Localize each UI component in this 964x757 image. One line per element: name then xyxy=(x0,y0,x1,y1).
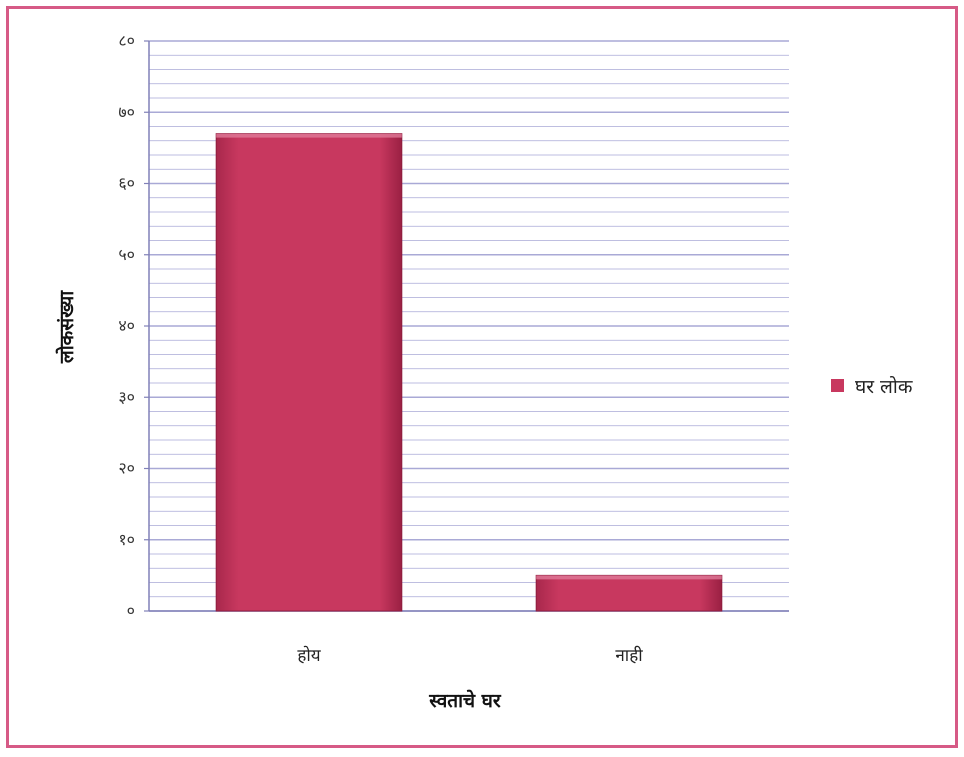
legend-label: घर लोक xyxy=(855,375,913,398)
bar-chart: ० १० २० ३० ४० ५० ६० ७० ८० होय नाही लोकसंख्या स्वता… xyxy=(55,31,913,712)
y-tick-label: ७० xyxy=(118,102,135,121)
y-tick-label: ८० xyxy=(118,31,135,50)
chart-frame: ० १० २० ३० ४० ५० ६० ७० ८० होय नाही लोकसंख्या स्वता… xyxy=(6,6,958,748)
bar xyxy=(535,574,723,612)
y-tick-label: ० xyxy=(127,601,135,620)
axis-labels: ० १० २० ३० ४० ५० ६० ७० ८० होय नाही xyxy=(118,31,643,666)
bar-top-highlight xyxy=(536,575,722,580)
y-tick-label: ४० xyxy=(118,316,135,335)
legend: घर लोक xyxy=(831,375,913,398)
y-tick-label: २० xyxy=(118,459,135,478)
y-tick-label: १० xyxy=(118,530,135,549)
x-category-label: होय xyxy=(297,645,321,666)
bar xyxy=(215,133,403,612)
y-axis-title: लोकसंख्या xyxy=(55,290,78,364)
legend-swatch xyxy=(831,379,844,392)
y-tick-label: ५० xyxy=(118,245,135,264)
x-axis-title: स्वताचे घर xyxy=(428,689,502,712)
y-tick-label: ३० xyxy=(118,387,135,406)
bar-top-highlight xyxy=(216,133,402,138)
bars xyxy=(215,133,723,612)
y-tick-label: ६० xyxy=(118,174,135,193)
x-category-label: नाही xyxy=(615,645,643,666)
